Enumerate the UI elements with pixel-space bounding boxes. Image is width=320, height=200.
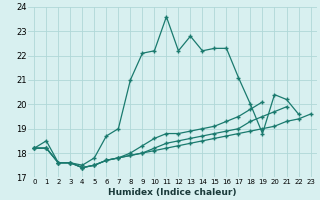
X-axis label: Humidex (Indice chaleur): Humidex (Indice chaleur) bbox=[108, 188, 237, 197]
